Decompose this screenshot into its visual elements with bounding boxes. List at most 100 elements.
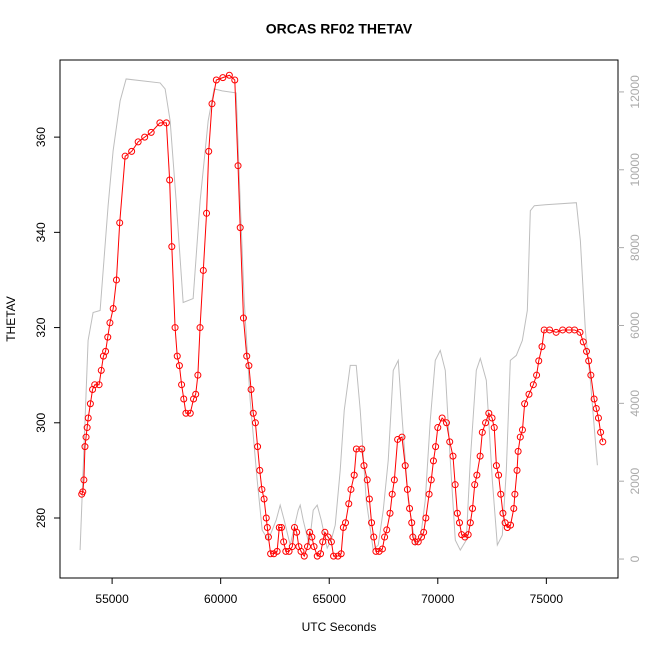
y-tick-label: 360 (34, 127, 48, 147)
y2-tick-label: 12000 (628, 75, 642, 109)
point (186, 409, 194, 417)
point (288, 543, 296, 551)
point (141, 133, 149, 141)
y2-tick-label: 2000 (628, 468, 642, 495)
point (525, 390, 533, 398)
point (95, 381, 103, 389)
series-line (79, 78, 598, 552)
point (254, 443, 262, 451)
x-axis-label: UTC Seconds (302, 620, 377, 634)
point (425, 490, 433, 498)
point (390, 476, 398, 484)
point (488, 414, 496, 422)
point (182, 409, 190, 417)
point (82, 433, 90, 441)
point (239, 314, 247, 322)
point (365, 495, 373, 503)
point (282, 547, 290, 555)
point (592, 405, 600, 413)
point (476, 452, 484, 460)
point (262, 514, 270, 522)
point (247, 385, 255, 393)
point (277, 524, 285, 532)
point (516, 433, 524, 441)
y-tick-label: 280 (34, 508, 48, 528)
y-tick-label: 340 (34, 222, 48, 242)
point (485, 409, 493, 417)
x-tick-label: 65000 (313, 592, 347, 606)
point (471, 481, 479, 489)
point (599, 438, 607, 446)
point (345, 500, 353, 508)
point (327, 538, 335, 546)
point (597, 428, 605, 436)
point (585, 357, 593, 365)
point (420, 528, 428, 536)
point (507, 521, 515, 529)
point (456, 519, 464, 527)
y-tick-label: 320 (34, 317, 48, 337)
point (533, 371, 541, 379)
point (251, 419, 259, 427)
point (81, 443, 89, 451)
point (168, 243, 176, 251)
point (147, 128, 155, 136)
point (587, 371, 595, 379)
point (482, 419, 490, 427)
point (510, 504, 518, 512)
point (297, 547, 305, 555)
point (497, 490, 505, 498)
point (300, 552, 308, 560)
point (352, 445, 360, 453)
point (102, 347, 110, 355)
point (401, 462, 409, 470)
point (381, 533, 389, 541)
point (109, 305, 117, 313)
point (370, 533, 378, 541)
point (464, 531, 472, 539)
y2-tick-label: 10000 (628, 153, 642, 187)
point (540, 326, 548, 334)
point (304, 543, 312, 551)
y2-tick-label: 6000 (628, 312, 642, 339)
y2-tick-label: 0 (628, 555, 642, 562)
point (173, 352, 181, 360)
point (273, 547, 281, 555)
point (408, 519, 416, 527)
point (275, 524, 283, 532)
point (546, 326, 554, 334)
point (112, 276, 120, 284)
point (495, 471, 503, 479)
point (363, 476, 371, 484)
point (388, 490, 396, 498)
point (406, 504, 414, 512)
point (162, 119, 170, 127)
point (212, 76, 220, 84)
point (469, 504, 477, 512)
x-tick-label: 75000 (530, 592, 564, 606)
point (208, 100, 216, 108)
point (236, 224, 244, 232)
point (285, 547, 293, 555)
point (203, 209, 211, 217)
point (594, 414, 602, 422)
point (121, 152, 129, 160)
point (245, 362, 253, 370)
point (171, 324, 179, 332)
point (330, 552, 338, 560)
y-axis-label: THETAV (4, 296, 18, 342)
point (429, 457, 437, 465)
point (324, 533, 332, 541)
point (372, 547, 380, 555)
point (386, 509, 394, 517)
point (249, 409, 257, 417)
point (427, 476, 435, 484)
point (175, 362, 183, 370)
point (180, 395, 188, 403)
point (538, 343, 546, 351)
y-tick-label: 300 (34, 412, 48, 432)
point (293, 528, 301, 536)
point (231, 76, 239, 84)
point (466, 519, 474, 527)
